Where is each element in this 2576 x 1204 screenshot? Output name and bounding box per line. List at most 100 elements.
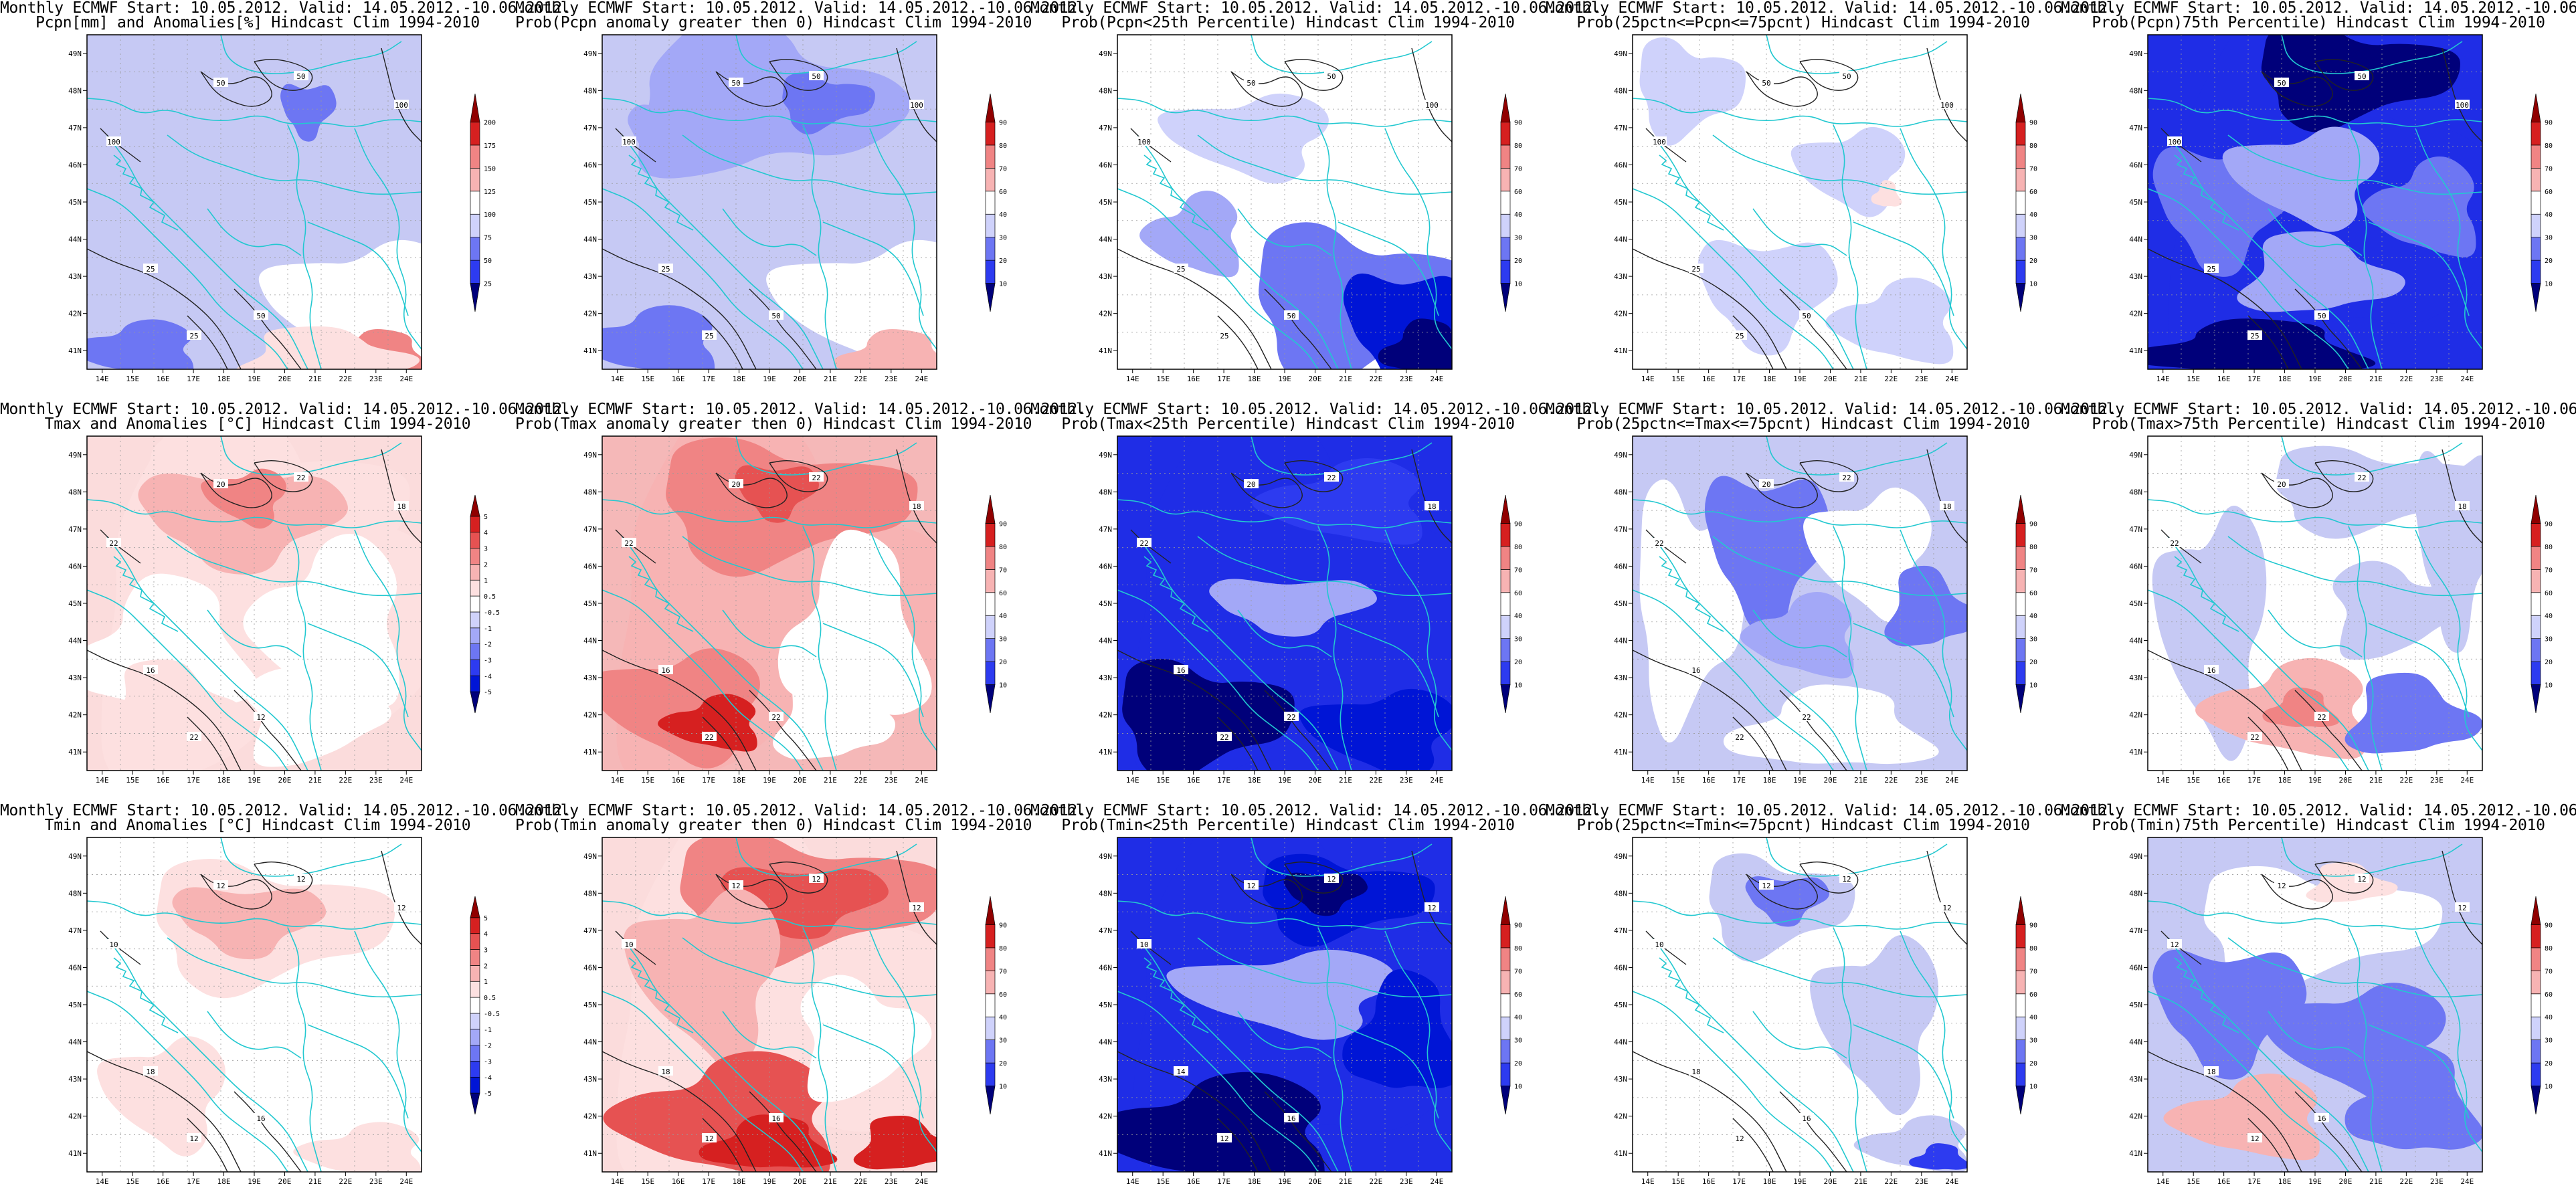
isoline-label: 22 xyxy=(1802,713,1811,722)
coastline xyxy=(1659,556,1724,632)
lat-label: 41N xyxy=(2129,748,2142,757)
lon-label: 22E xyxy=(1369,776,1382,785)
colour-bar-label: 20 xyxy=(2029,258,2037,265)
country-border xyxy=(2148,499,2482,528)
country-border xyxy=(1652,536,1854,771)
colour-bar-end xyxy=(985,283,996,312)
colour-bar-box xyxy=(2015,546,2026,570)
country-border xyxy=(1317,927,1352,1172)
colour-bar-label: -0.5 xyxy=(484,609,500,617)
panel-title-line2: Prob(Tmin<25th Percentile) Hindcast Clim… xyxy=(1061,817,1515,834)
lat-label: 42N xyxy=(68,1112,82,1121)
lon-label: 22E xyxy=(1884,375,1898,383)
isoline-label: 50 xyxy=(2317,312,2326,320)
country-border xyxy=(2268,609,2363,658)
isoline-label-bg xyxy=(106,136,121,146)
isoline xyxy=(1732,716,1774,771)
coastline xyxy=(628,957,694,1033)
country-border xyxy=(1712,134,1967,195)
isoline-label: 12 xyxy=(2250,1134,2259,1143)
isoline-label: 22 xyxy=(705,733,713,742)
isoline-label: 25 xyxy=(2250,332,2259,340)
lon-label: 20E xyxy=(1309,776,1322,785)
colour-bar-box xyxy=(1500,924,1511,948)
isoline xyxy=(2314,460,2374,492)
forecast-panel: Monthly ECMWF Start: 10.05.2012. Valid: … xyxy=(1030,803,1602,1204)
lat-label: 49N xyxy=(1099,49,1112,58)
shaded-region xyxy=(773,665,896,760)
country-border xyxy=(2148,991,2349,1172)
colour-bar-box xyxy=(470,627,480,644)
country-border xyxy=(1752,1011,1847,1059)
colour-bar-box xyxy=(1500,1039,1511,1064)
lon-label: 22E xyxy=(854,776,867,785)
colour-bar-label: -2 xyxy=(484,1043,492,1050)
lon-label: 16E xyxy=(1702,375,1716,383)
isoline xyxy=(1284,861,1344,894)
isoline xyxy=(702,1118,743,1172)
lat-label: 41N xyxy=(1614,346,1627,355)
isoline-label: 12 xyxy=(256,713,265,722)
shaded-region xyxy=(1139,191,1239,278)
forecast-panel: Monthly ECMWF Start: 10.05.2012. Valid: … xyxy=(2061,803,2576,1204)
colour-bar-box xyxy=(470,1045,480,1062)
colour-bar-label: 80 xyxy=(2545,544,2553,551)
isoline xyxy=(1217,315,1259,369)
lat-label: 44N xyxy=(1099,1038,1112,1047)
isoline-label-bg xyxy=(1324,71,1339,80)
lat-label: 48N xyxy=(583,889,597,898)
colour-bar-end xyxy=(2015,1086,2026,1115)
colour-bar-end xyxy=(2531,494,2541,524)
colour-bar: 10 20 30 40 60 70 80 90 xyxy=(985,494,1007,714)
colour-bar-label: 70 xyxy=(999,968,1007,975)
isoline-label-bg xyxy=(2455,100,2470,109)
lat-label: 47N xyxy=(2129,926,2142,935)
panel-title-line1: Monthly ECMWF Start: 10.05.2012. Valid: … xyxy=(515,0,1087,17)
colour-bar-label: 20 xyxy=(1514,659,1522,666)
lat-label: 46N xyxy=(68,963,82,972)
lat-label: 41N xyxy=(1099,1149,1112,1158)
colour-bar-end xyxy=(2531,1086,2541,1115)
colour-bar-box xyxy=(2015,213,2026,238)
country-border xyxy=(602,98,937,127)
lon-label: 20E xyxy=(1309,375,1322,383)
lat-label: 42N xyxy=(1614,711,1627,720)
isoline-label-bg xyxy=(769,310,784,320)
colour-bar-label: -3 xyxy=(484,657,492,664)
lon-label: 18E xyxy=(1248,776,1261,785)
lat-label: 44N xyxy=(583,1038,597,1047)
isoline-label-bg xyxy=(143,1066,158,1076)
lat-label: 48N xyxy=(583,86,597,95)
colour-bar-end xyxy=(2531,93,2541,122)
lat-label: 45N xyxy=(68,1001,82,1009)
shaded-region xyxy=(1871,180,1902,207)
lon-label: 14E xyxy=(2156,776,2170,785)
lat-label: 45N xyxy=(2129,1001,2142,1009)
lat-label: 44N xyxy=(1614,637,1627,645)
isoline-label: 20 xyxy=(2277,480,2286,489)
isoline xyxy=(1411,47,1452,142)
panel-title-line2: Prob(Pcpn<25th Percentile) Hindcast Clim… xyxy=(1061,14,1515,31)
coastline xyxy=(113,155,179,231)
colour-bar-label: 10 xyxy=(999,281,1007,288)
country-border xyxy=(682,134,937,195)
map-plot: 50 50 100 100 25 50 25 49N 48N 47N 46N 45N 44N 43N 42N… xyxy=(2129,34,2553,383)
country-border xyxy=(2227,937,2482,998)
country-border xyxy=(167,937,422,998)
country-border xyxy=(87,98,422,127)
isoline-label-bg xyxy=(2167,136,2182,146)
map-plot: 12 12 12 10 14 16 12 49N 48N 47N 46N 45N 44N 43N 42N 41… xyxy=(1099,837,1522,1186)
colour-bar: 10 20 30 40 60 70 80 90 xyxy=(1500,896,1522,1115)
colour-bar-box xyxy=(2015,970,2026,995)
colour-bar-box xyxy=(470,237,480,261)
lon-label: 20E xyxy=(1824,776,1837,785)
lon-label: 17E xyxy=(1732,776,1746,785)
lat-label: 44N xyxy=(583,235,597,244)
colour-bar-label: 4 xyxy=(484,931,488,938)
isoline-label-bg xyxy=(2455,902,2470,912)
country-border xyxy=(682,937,937,998)
country-border xyxy=(87,499,422,528)
isoline-label: 18 xyxy=(2458,502,2466,511)
forecast-panel: Monthly ECMWF Start: 10.05.2012. Valid: … xyxy=(0,401,571,803)
isoline-label: 12 xyxy=(2170,940,2179,949)
